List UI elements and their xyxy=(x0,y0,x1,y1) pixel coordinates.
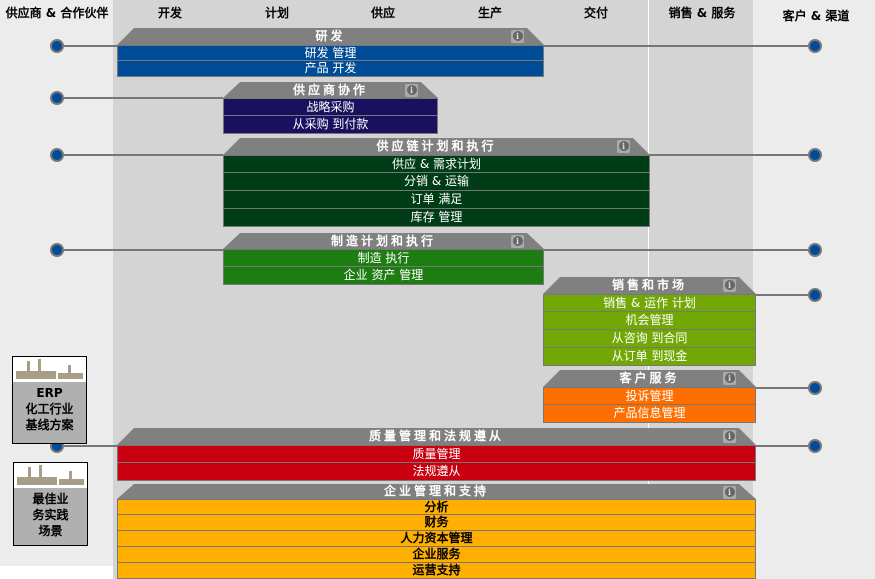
block-header[interactable]: 研发 xyxy=(117,28,544,45)
connector-dot-icon[interactable] xyxy=(50,39,64,53)
process-item[interactable]: 供应 & 需求计划 xyxy=(223,155,650,173)
column-header: 生产 xyxy=(477,6,503,20)
block-title: 供应链计划和执行 xyxy=(376,139,497,153)
process-item[interactable]: 产品信息管理 xyxy=(543,405,756,423)
process-item[interactable]: 企业 资产 管理 xyxy=(223,267,544,285)
block-title: 销售和市场 xyxy=(611,278,687,292)
block-header[interactable]: 制造计划和执行 xyxy=(223,233,544,249)
connector-line xyxy=(543,249,815,251)
connector-dot-icon[interactable] xyxy=(808,39,822,53)
best-practice-card[interactable]: 最佳业 务实践 场景 xyxy=(13,462,88,546)
connector-line xyxy=(543,45,815,47)
column-header: 计划 xyxy=(264,6,290,20)
process-item[interactable]: 战略采购 xyxy=(223,98,438,116)
process-item[interactable]: 从咨询 到合同 xyxy=(543,330,756,348)
connector-dot-icon[interactable] xyxy=(808,288,822,302)
block-header[interactable]: 销售和市场 xyxy=(543,277,756,294)
process-item[interactable]: 分析 xyxy=(117,499,756,515)
card-line: 务实践 xyxy=(32,508,69,522)
card-line: 最佳业 xyxy=(32,492,69,506)
process-item[interactable]: 法规遵从 xyxy=(117,463,756,481)
block-header[interactable]: 企业管理和支持 xyxy=(117,484,756,499)
card-line: 化工行业 xyxy=(25,402,74,416)
block-quality-compliance: 质量管理和法规遵从质量管理法规遵从 xyxy=(117,428,756,481)
process-item[interactable]: 从采购 到付款 xyxy=(223,116,438,134)
info-icon[interactable] xyxy=(511,30,524,43)
block-enterprise-management: 企业管理和支持分析财务人力资本管理企业服务运营支持 xyxy=(117,484,756,579)
info-icon[interactable] xyxy=(405,84,418,97)
block-header[interactable]: 客户服务 xyxy=(543,370,756,387)
column-header: 供应商 & 合作伙伴 xyxy=(5,6,109,20)
info-icon[interactable] xyxy=(723,279,736,292)
connector-dot-icon[interactable] xyxy=(808,243,822,257)
connector-line xyxy=(57,97,223,99)
process-item[interactable]: 产品 开发 xyxy=(117,61,544,77)
process-item[interactable]: 财务 xyxy=(117,515,756,531)
connector-dot-icon[interactable] xyxy=(808,439,822,453)
connector-dot-icon[interactable] xyxy=(50,91,64,105)
connector-dot-icon[interactable] xyxy=(50,243,64,257)
process-item[interactable]: 企业服务 xyxy=(117,547,756,563)
column-header: 开发 xyxy=(157,6,183,20)
process-item[interactable]: 机会管理 xyxy=(543,312,756,330)
connector-line xyxy=(755,294,815,296)
process-item[interactable]: 分销 & 运输 xyxy=(223,173,650,191)
erp-baseline-card[interactable]: ERP 化工行业 基线方案 xyxy=(12,356,87,444)
card-line: 场景 xyxy=(38,524,63,538)
card-line: 基线方案 xyxy=(25,418,74,432)
block-header[interactable]: 质量管理和法规遵从 xyxy=(117,428,756,445)
block-header[interactable]: 供应链计划和执行 xyxy=(223,138,650,155)
process-item[interactable]: 制造 执行 xyxy=(223,249,544,267)
info-icon[interactable] xyxy=(617,140,630,153)
block-header[interactable]: 供应商协作 xyxy=(223,82,438,98)
connector-line xyxy=(649,154,815,156)
info-icon[interactable] xyxy=(723,372,736,385)
connector-dot-icon[interactable] xyxy=(808,148,822,162)
card-line: ERP xyxy=(36,386,63,400)
block-title: 制造计划和执行 xyxy=(330,234,436,248)
connector-dot-icon[interactable] xyxy=(50,148,64,162)
block-title: 质量管理和法规遵从 xyxy=(368,429,504,443)
column-header: 供应 xyxy=(370,6,396,20)
connector-line xyxy=(755,445,815,447)
block-customer-service: 客户服务投诉管理产品信息管理 xyxy=(543,370,756,423)
process-item[interactable]: 研发 管理 xyxy=(117,45,544,61)
factory-icon xyxy=(13,357,86,382)
process-item[interactable]: 库存 管理 xyxy=(223,209,650,227)
block-supplier-collaboration: 供应商协作战略采购从采购 到付款 xyxy=(223,82,438,134)
process-item[interactable]: 从订单 到现金 xyxy=(543,348,756,366)
process-item[interactable]: 订单 满足 xyxy=(223,191,650,209)
connector-line xyxy=(57,154,223,156)
block-title: 供应商协作 xyxy=(292,83,368,97)
connector-dot-icon[interactable] xyxy=(808,381,822,395)
process-item[interactable]: 投诉管理 xyxy=(543,387,756,405)
process-item[interactable]: 运营支持 xyxy=(117,563,756,579)
process-item[interactable]: 销售 & 运作 计划 xyxy=(543,294,756,312)
column-header: 销售 & 服务 xyxy=(668,6,736,20)
connector-line xyxy=(57,45,117,47)
connector-line xyxy=(57,249,223,251)
info-icon[interactable] xyxy=(511,235,524,248)
block-title: 客户服务 xyxy=(619,371,680,385)
factory-icon xyxy=(14,463,87,488)
connector-line xyxy=(755,387,815,389)
block-title: 企业管理和支持 xyxy=(383,484,489,498)
block-title: 研发 xyxy=(315,29,346,43)
column-header: 交付 xyxy=(583,6,609,20)
column-header: 客户 & 渠道 xyxy=(782,9,850,23)
connector-line xyxy=(57,445,117,447)
process-item[interactable]: 质量管理 xyxy=(117,445,756,463)
process-item[interactable]: 人力资本管理 xyxy=(117,531,756,547)
info-icon[interactable] xyxy=(723,486,736,499)
info-icon[interactable] xyxy=(723,430,736,443)
